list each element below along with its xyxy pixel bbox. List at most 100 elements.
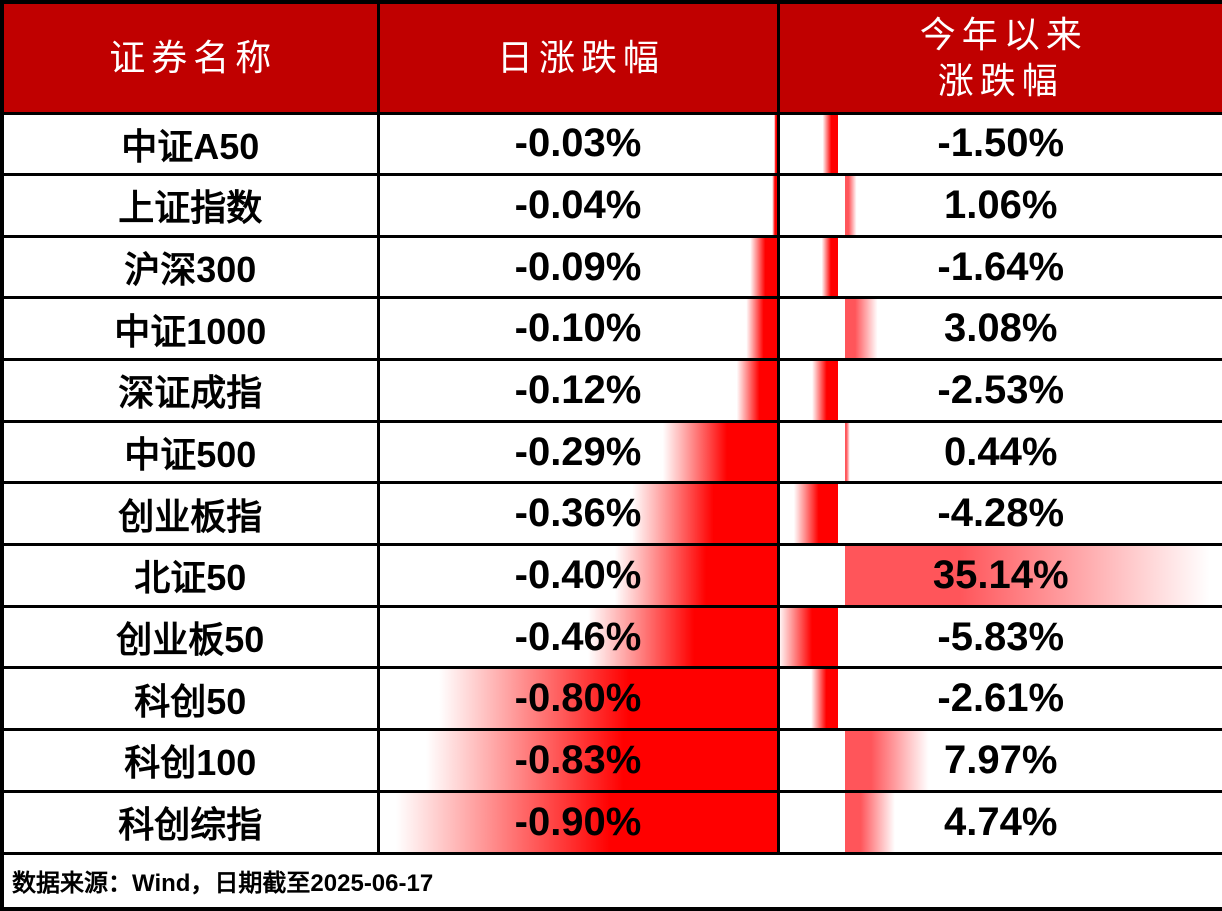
header-ytd-line2: 涨跌幅 xyxy=(937,60,1064,101)
ytd-change-value: -2.53% xyxy=(937,367,1065,412)
daily-change-cell: -0.09% xyxy=(376,234,780,300)
daily-change-bar xyxy=(749,239,775,295)
security-name-cell: 创业板指 xyxy=(0,481,380,547)
ytd-change-cell: -2.61% xyxy=(776,666,1222,732)
daily-change-value: -0.12% xyxy=(514,367,642,412)
security-name-cell: 中证500 xyxy=(0,419,380,485)
daily-change-value: -0.36% xyxy=(514,491,642,536)
table-row: 中证500 -0.29% 0.44% xyxy=(0,419,1222,485)
ytd-change-bar xyxy=(845,732,932,789)
security-name-cell: 科创综指 xyxy=(0,789,380,855)
daily-change-cell: -0.36% xyxy=(376,481,780,547)
daily-change-bar xyxy=(607,547,775,604)
ytd-change-cell: -1.64% xyxy=(776,234,1222,300)
security-name-cell: 科创100 xyxy=(0,728,380,793)
header-security-name: 证券名称 xyxy=(0,0,380,115)
security-name-cell: 中证A50 xyxy=(0,111,380,177)
header-ytd-change: 今年以来 涨跌幅 xyxy=(776,0,1222,115)
table-row: 创业板50 -0.46% -5.83% xyxy=(0,604,1222,670)
ytd-change-cell: 1.06% xyxy=(776,173,1222,238)
daily-change-cell: -0.40% xyxy=(376,543,780,608)
header-ytd-line1: 今年以来 xyxy=(919,14,1088,55)
ytd-change-cell: -2.53% xyxy=(776,358,1222,423)
footer-row: 数据来源：Wind，日期截至2025-06-17 xyxy=(0,851,1222,911)
daily-change-cell: -0.80% xyxy=(376,666,780,732)
security-name-cell: 科创50 xyxy=(0,666,380,732)
daily-change-bar xyxy=(771,177,775,234)
daily-change-value: -0.46% xyxy=(514,614,642,659)
ytd-change-value: -2.61% xyxy=(937,676,1065,721)
ytd-change-cell: -1.50% xyxy=(776,111,1222,177)
ytd-change-bar xyxy=(811,362,839,419)
daily-change-bar xyxy=(657,424,775,480)
daily-change-cell: -0.04% xyxy=(376,173,780,238)
ytd-change-value: 1.06% xyxy=(944,182,1058,227)
table-row: 沪深300 -0.09% -1.64% xyxy=(0,234,1222,300)
daily-change-cell: -0.90% xyxy=(376,789,780,855)
table-row: 创业板指 -0.36% -4.28% xyxy=(0,481,1222,547)
ytd-change-value: -4.28% xyxy=(937,491,1065,536)
ytd-change-value: 35.14% xyxy=(932,552,1069,597)
daily-change-bar xyxy=(773,115,775,172)
daily-change-cell: -0.10% xyxy=(376,296,780,362)
daily-change-value: -0.40% xyxy=(514,552,642,597)
ytd-change-cell: -4.28% xyxy=(776,481,1222,547)
daily-change-cell: -0.12% xyxy=(376,358,780,423)
header-row: 证券名称 日涨跌幅 今年以来 涨跌幅 xyxy=(0,0,1222,115)
daily-change-cell: -0.29% xyxy=(376,419,780,485)
security-name-cell: 中证1000 xyxy=(0,296,380,362)
daily-change-bar xyxy=(411,732,775,789)
daily-change-value: -0.29% xyxy=(514,429,642,474)
ytd-change-value: -5.83% xyxy=(937,614,1065,659)
ytd-change-bar xyxy=(845,794,897,851)
security-name-cell: 深证成指 xyxy=(0,358,380,423)
ytd-change-bar xyxy=(845,547,1221,604)
table-row: 深证成指 -0.12% -2.53% xyxy=(0,358,1222,423)
daily-change-bar xyxy=(735,362,775,419)
daily-change-value: -0.09% xyxy=(514,244,642,289)
daily-change-bar xyxy=(425,670,775,727)
table-row: 北证50 -0.40% 35.14% xyxy=(0,543,1222,608)
daily-change-cell: -0.46% xyxy=(376,604,780,670)
security-name-cell: 沪深300 xyxy=(0,234,380,300)
daily-change-value: -0.04% xyxy=(514,182,642,227)
ytd-change-bar xyxy=(792,485,839,542)
daily-change-value: -0.80% xyxy=(514,676,642,721)
ytd-change-bar xyxy=(845,300,879,357)
ytd-change-value: 3.08% xyxy=(944,306,1058,351)
daily-change-bar xyxy=(580,609,775,665)
ytd-change-value: 7.97% xyxy=(944,737,1058,782)
daily-change-bar xyxy=(744,300,775,357)
ytd-change-bar xyxy=(845,424,851,480)
ytd-change-value: 4.74% xyxy=(944,799,1058,844)
table-row: 科创50 -0.80% -2.61% xyxy=(0,666,1222,732)
table-row: 中证A50 -0.03% -1.50% xyxy=(0,111,1222,177)
table-row: 科创综指 -0.90% 4.74% xyxy=(0,789,1222,855)
ytd-change-value: -1.64% xyxy=(937,244,1065,289)
table-row: 科创100 -0.83% 7.97% xyxy=(0,728,1222,793)
ytd-change-value: -1.50% xyxy=(937,121,1065,166)
daily-change-value: -0.10% xyxy=(514,306,642,351)
header-daily-change: 日涨跌幅 xyxy=(376,0,780,115)
ytd-change-cell: -5.83% xyxy=(776,604,1222,670)
table-row: 上证指数 -0.04% 1.06% xyxy=(0,173,1222,238)
ytd-change-bar xyxy=(845,177,857,234)
daily-change-value: -0.90% xyxy=(514,799,642,844)
daily-change-cell: -0.83% xyxy=(376,728,780,793)
ytd-change-cell: 35.14% xyxy=(776,543,1222,608)
daily-change-value: -0.83% xyxy=(514,737,642,782)
daily-change-bar xyxy=(625,485,775,542)
ytd-change-bar xyxy=(781,609,839,665)
table-row: 中证1000 -0.10% 3.08% xyxy=(0,296,1222,362)
security-name-cell: 上证指数 xyxy=(0,173,380,238)
ytd-change-bar xyxy=(820,239,839,295)
daily-change-cell: -0.03% xyxy=(376,111,780,177)
ytd-change-cell: 4.74% xyxy=(776,789,1222,855)
ytd-change-bar xyxy=(822,115,839,172)
ytd-change-cell: 7.97% xyxy=(776,728,1222,793)
daily-change-value: -0.03% xyxy=(514,121,642,166)
security-name-cell: 创业板50 xyxy=(0,604,380,670)
footer-source-note: 数据来源：Wind，日期截至2025-06-17 xyxy=(0,851,1222,911)
